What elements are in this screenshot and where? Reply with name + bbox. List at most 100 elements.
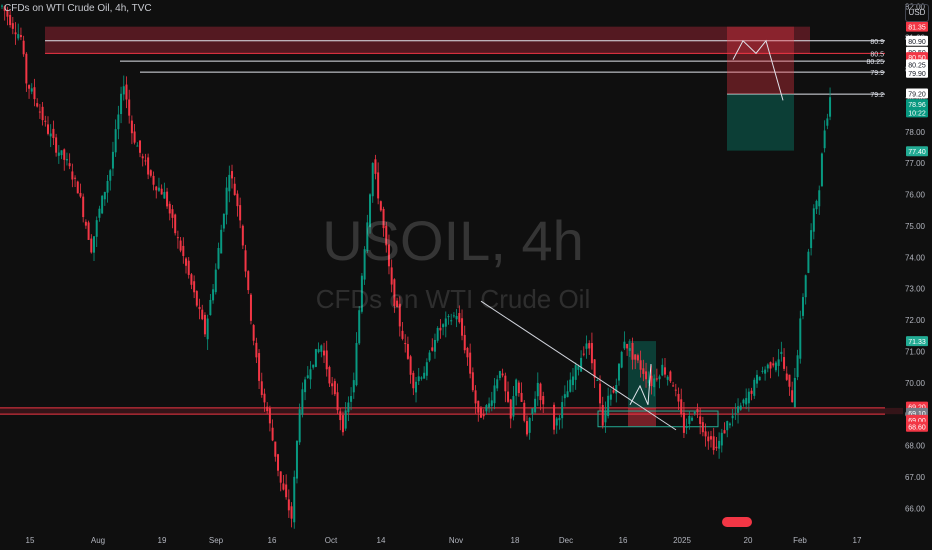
candle-body [452, 315, 455, 317]
candle-body [201, 309, 204, 320]
candle-body [490, 400, 493, 406]
candle-body [185, 258, 188, 266]
price-tag-label: 69.10 [908, 411, 926, 418]
candle-body [141, 156, 144, 159]
candle-body [341, 415, 344, 433]
candle-body [136, 145, 139, 147]
candle-body [742, 399, 745, 404]
candle-body [412, 372, 415, 389]
candle-body [263, 393, 266, 403]
candle-body [190, 274, 193, 285]
candle-body [352, 380, 355, 393]
candle-body [396, 300, 399, 307]
candle-body [804, 275, 807, 298]
candle-body [672, 385, 675, 387]
candle-body [317, 349, 320, 353]
candle-body [103, 191, 106, 200]
candle-body [731, 415, 734, 419]
candle-body [360, 275, 363, 312]
candle-body [209, 299, 212, 316]
candle-body [198, 306, 201, 310]
price-tag [906, 35, 928, 46]
candle-body [163, 192, 166, 199]
candle-body [577, 366, 580, 370]
candle-body [244, 250, 247, 272]
candle-body [14, 32, 17, 35]
candle-body [290, 506, 293, 519]
candle-body [33, 87, 36, 100]
candle-body [17, 34, 20, 39]
candle-body [120, 93, 123, 115]
candle-body [49, 133, 52, 137]
candle-body [691, 417, 694, 421]
candle-body [431, 347, 434, 351]
candle-body [820, 153, 823, 187]
candle-body [477, 400, 480, 413]
watermark-symbol: USOIL, 4h [322, 209, 584, 272]
candle-body [206, 318, 209, 340]
candle-body [149, 170, 152, 176]
candle-body [144, 160, 147, 162]
candle-body [517, 382, 520, 394]
candle-body [239, 205, 242, 221]
candle-body [333, 381, 336, 395]
candle-body [258, 353, 261, 381]
candle-body [474, 390, 477, 404]
events-badge [722, 517, 752, 527]
candle-body [631, 342, 634, 360]
candle-body [122, 86, 125, 95]
price-tag-label: 79.90 [908, 71, 926, 78]
candle-body [466, 347, 469, 358]
candle-body [25, 53, 28, 84]
candle-body [609, 394, 612, 400]
candle-body [607, 395, 610, 417]
candle-body [718, 440, 721, 449]
candle-body [30, 88, 33, 92]
candle-body [57, 152, 60, 156]
candle-body [393, 279, 396, 306]
candle-body [409, 356, 412, 375]
candle-body [655, 378, 658, 380]
y-tick-label: 82.00 [905, 2, 926, 11]
short-target-zone [727, 94, 794, 151]
candle-body [593, 359, 596, 378]
candle-body [693, 411, 696, 414]
trendline [480, 300, 677, 431]
candle-body [728, 423, 731, 426]
candle-body [87, 222, 90, 240]
price-tag [906, 146, 928, 157]
candle-body [582, 353, 585, 355]
candle-body [485, 405, 488, 412]
candle-body [60, 150, 63, 156]
candle-body [807, 251, 810, 273]
candle-body [823, 130, 826, 149]
candle-body [117, 114, 120, 130]
candle-body [176, 237, 179, 239]
candle-body [282, 483, 285, 490]
candle-body [785, 373, 788, 380]
candle-body [377, 172, 380, 199]
candle-body [677, 393, 680, 402]
candle-body [496, 379, 499, 389]
price-tag-label: 81.35 [908, 25, 926, 32]
candle-body [580, 357, 583, 372]
candle-body [479, 407, 482, 418]
candle-body [314, 349, 317, 367]
y-tick-label: 74.00 [905, 253, 926, 262]
candle-body [28, 85, 31, 89]
currency-button[interactable]: USD [905, 4, 929, 22]
x-tick-label: 18 [511, 536, 520, 545]
candle-body [501, 373, 504, 376]
candle-body [401, 330, 404, 339]
candle-body [720, 432, 723, 446]
price-tag [906, 59, 928, 70]
candle-body [469, 352, 472, 374]
y-tick-label: 76.00 [905, 191, 926, 200]
candle-body [379, 201, 382, 211]
supply-zone [45, 26, 810, 54]
candle-body [553, 404, 556, 430]
candle-body [745, 398, 748, 405]
candle-body [704, 431, 707, 437]
candle-body [363, 249, 366, 280]
